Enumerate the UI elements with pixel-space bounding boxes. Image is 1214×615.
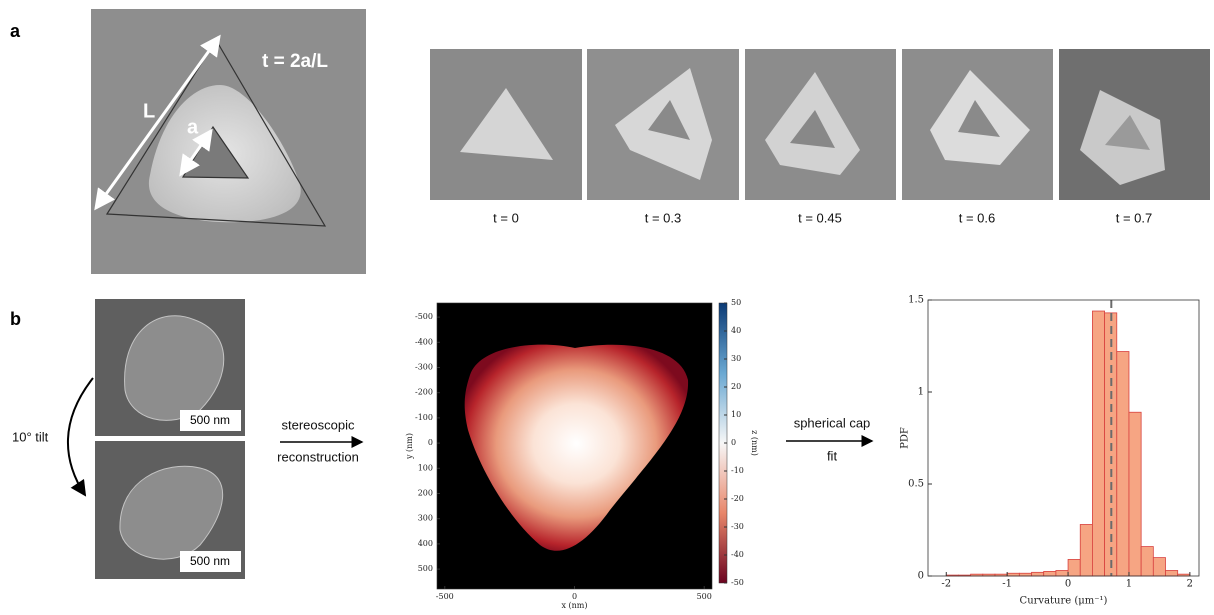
bar — [1032, 572, 1044, 576]
caption: t = 0 — [493, 210, 519, 225]
formula: t = 2a/L — [262, 51, 328, 72]
caption: t = 0.3 — [645, 210, 682, 225]
y-tick-label: 400 — [418, 539, 433, 548]
x-tick-label: -1 — [1002, 579, 1012, 590]
colorbar-tick-label: 0 — [731, 438, 736, 447]
bar — [1044, 571, 1056, 576]
bar — [1117, 352, 1129, 576]
y-axis-label: PDF — [900, 427, 911, 449]
y-tick-label: 0 — [918, 571, 924, 582]
bar — [1141, 547, 1153, 576]
series-images — [430, 49, 1210, 200]
figure: a b L a t = 2a/L 500 nm 500 nm 10° tilt … — [0, 0, 1214, 615]
bar — [1166, 570, 1178, 576]
y-tick-label: 200 — [418, 488, 433, 497]
x-tick-label: -2 — [941, 579, 951, 590]
colorbar-tick-label: -40 — [731, 550, 744, 559]
y-tick-label: 0.5 — [908, 479, 924, 490]
step-label: spherical cap — [794, 415, 871, 430]
bar — [1092, 311, 1104, 576]
y-tick-label: 500 — [418, 564, 433, 573]
length-label: L — [143, 100, 155, 122]
colorbar-tick-label: 10 — [731, 410, 741, 419]
scale-bar-label: 500 nm — [190, 554, 230, 568]
colorbar-tick-label: 40 — [731, 326, 741, 335]
y-tick-label: 0 — [428, 438, 433, 447]
edge-label: a — [187, 116, 199, 138]
bar — [1068, 559, 1080, 576]
x-tick-label: 2 — [1187, 579, 1193, 590]
caption: t = 0.45 — [798, 210, 842, 225]
y-tick-label: 1 — [918, 387, 924, 398]
y-axis-label: y (nm) — [405, 433, 414, 460]
x-axis-label: Curvature (μm⁻¹) — [1020, 596, 1108, 607]
colorbar-tick-label: -50 — [731, 578, 744, 587]
step-label: fit — [827, 448, 838, 463]
panel-label: b — [10, 309, 21, 329]
scale-bar-label: 500 nm — [190, 413, 230, 427]
colorbar-tick-label: -30 — [731, 522, 744, 531]
x-tick-label: 0 — [572, 592, 577, 601]
bar — [1019, 573, 1031, 576]
x-tick-label: 0 — [1065, 579, 1071, 590]
panel-label: a — [10, 21, 21, 41]
y-tick-label: 100 — [418, 463, 433, 472]
x-tick-label: -500 — [436, 592, 454, 601]
bar — [1007, 573, 1019, 576]
y-tick-label: -500 — [415, 312, 433, 321]
sem-image — [91, 9, 366, 274]
y-tick-label: 1.5 — [908, 295, 924, 306]
step-label: stereoscopic — [282, 417, 355, 432]
y-tick-label: -200 — [415, 388, 433, 397]
step-label: reconstruction — [277, 449, 359, 464]
bar — [1129, 412, 1141, 576]
x-tick-label: 1 — [1126, 579, 1132, 590]
caption: t = 0.7 — [1116, 210, 1153, 225]
tilt-label: 10° tilt — [12, 429, 49, 444]
colorbar-label: z (nm) — [750, 430, 759, 456]
y-tick-label: -100 — [415, 413, 433, 422]
colorbar-tick-label: 50 — [731, 298, 741, 307]
colorbar-tick-label: -10 — [731, 466, 744, 475]
bar — [1080, 524, 1092, 576]
caption: t = 0.6 — [959, 210, 996, 225]
bar — [1056, 570, 1068, 576]
x-tick-label: 500 — [697, 592, 712, 601]
height-map — [437, 303, 727, 589]
y-tick-label: 300 — [418, 514, 433, 523]
y-tick-label: -400 — [415, 337, 433, 346]
colorbar-tick-label: 20 — [731, 382, 741, 391]
colorbar-tick-label: 30 — [731, 354, 741, 363]
colorbar-tick-label: -20 — [731, 494, 744, 503]
axes-frame — [928, 300, 1199, 576]
y-tick-label: -300 — [415, 363, 433, 372]
bar — [1153, 558, 1165, 576]
x-axis-label: x (nm) — [561, 601, 587, 610]
